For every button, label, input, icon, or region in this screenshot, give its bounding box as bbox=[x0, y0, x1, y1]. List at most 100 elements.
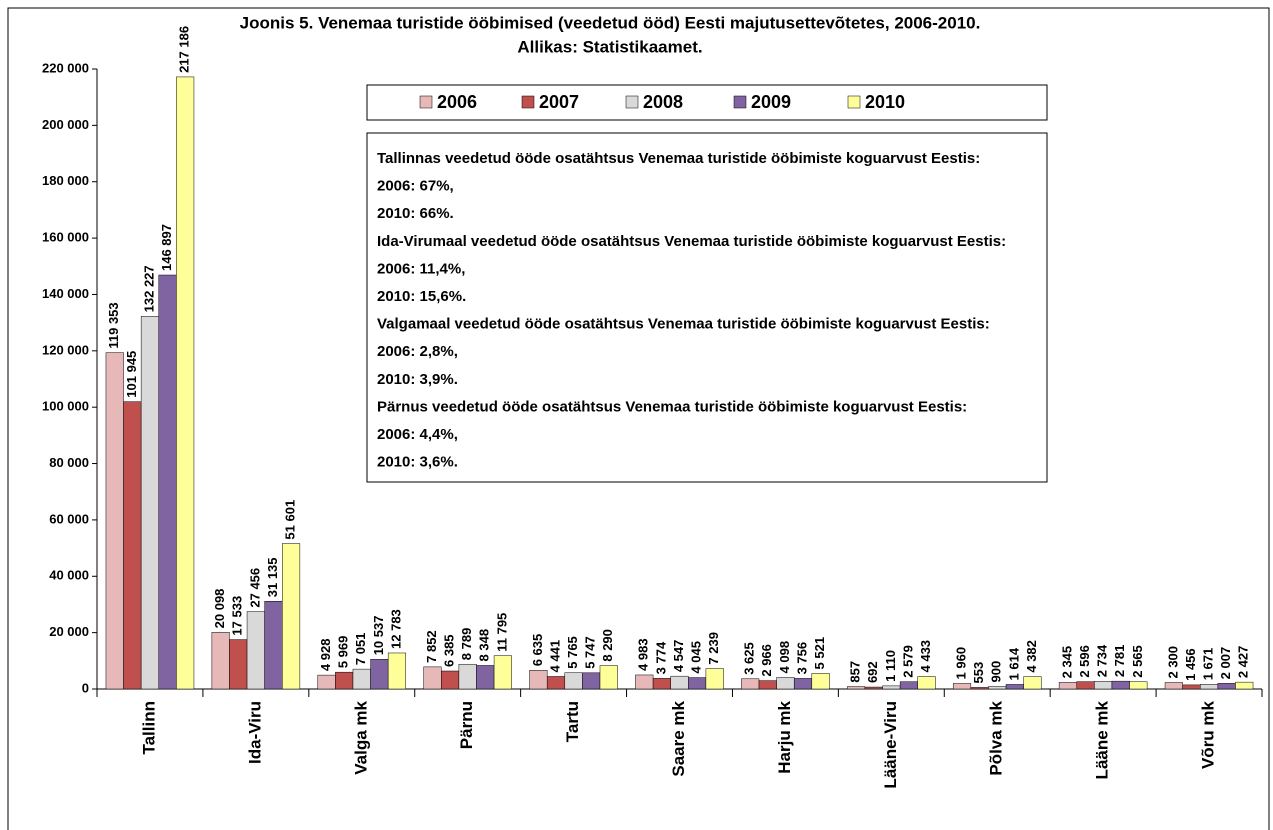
bar bbox=[370, 659, 389, 690]
value-label: 27 456 bbox=[247, 568, 262, 608]
x-tick-label: Saare mk bbox=[669, 700, 688, 776]
annotation-line: Valgamaal veedetud ööde osatähtsus Venem… bbox=[377, 316, 990, 333]
bar bbox=[282, 543, 301, 690]
value-label: 3 756 bbox=[794, 642, 809, 675]
value-label: 553 bbox=[971, 662, 986, 684]
value-label: 8 348 bbox=[477, 629, 492, 662]
annotation-line: Ida-Virumaal veedetud ööde osatähtsus Ve… bbox=[377, 233, 1006, 250]
x-tick-label: Harju mk bbox=[775, 700, 794, 773]
bar bbox=[546, 676, 566, 690]
bar bbox=[635, 674, 654, 690]
y-tick-label: 180 000 bbox=[42, 173, 89, 188]
bar bbox=[1058, 682, 1077, 690]
value-label: 4 983 bbox=[636, 638, 651, 671]
bar bbox=[793, 678, 813, 690]
value-label: 1 671 bbox=[1200, 648, 1215, 681]
value-label: 2 781 bbox=[1112, 645, 1127, 678]
legend-swatch bbox=[419, 95, 433, 109]
x-tick-label: Pärnu bbox=[457, 701, 476, 749]
value-label: 4 045 bbox=[689, 641, 704, 674]
annotation-line: 2006: 2,8%, bbox=[377, 343, 458, 360]
bar bbox=[811, 673, 830, 690]
value-label: 6 385 bbox=[442, 634, 457, 667]
value-label: 3 774 bbox=[653, 641, 668, 674]
value-label: 2 565 bbox=[1130, 645, 1145, 678]
value-label: 1 960 bbox=[953, 647, 968, 680]
bar bbox=[264, 601, 283, 690]
value-label: 1 456 bbox=[1183, 648, 1198, 681]
bar bbox=[529, 670, 548, 690]
bar bbox=[741, 678, 760, 690]
bar bbox=[1199, 684, 1219, 690]
bar bbox=[317, 674, 336, 690]
bar bbox=[140, 316, 160, 690]
bar bbox=[758, 680, 777, 690]
value-label: 12 783 bbox=[388, 609, 403, 649]
bar bbox=[211, 632, 230, 690]
bar bbox=[493, 655, 512, 690]
bar bbox=[387, 652, 407, 690]
bar bbox=[423, 666, 442, 690]
y-tick-label: 40 000 bbox=[49, 568, 89, 583]
value-label: 10 537 bbox=[371, 616, 386, 656]
value-label: 31 135 bbox=[265, 557, 280, 597]
x-tick-label: Võru mk bbox=[1199, 700, 1218, 769]
x-tick-label: Ida-Viru bbox=[245, 701, 264, 764]
value-label: 119 353 bbox=[106, 302, 121, 348]
bar bbox=[476, 665, 495, 690]
annotation-line: 2010: 15,6%. bbox=[377, 288, 466, 305]
bar bbox=[158, 274, 177, 690]
y-tick-label: 60 000 bbox=[49, 511, 89, 526]
y-tick-label: 220 000 bbox=[42, 60, 89, 75]
bar bbox=[105, 352, 124, 690]
value-label: 217 186 bbox=[177, 26, 192, 73]
value-label: 6 635 bbox=[530, 634, 545, 667]
bar bbox=[882, 685, 901, 690]
value-label: 2 345 bbox=[1059, 646, 1074, 679]
y-tick-label: 160 000 bbox=[42, 230, 89, 245]
annotation-line: Pärnus veedetud ööde osatähtsus Venemaa … bbox=[377, 398, 967, 415]
legend-label: 2008 bbox=[643, 92, 683, 112]
value-label: 692 bbox=[865, 661, 880, 683]
annotation-line: 2010: 66%. bbox=[377, 205, 454, 222]
value-label: 3 625 bbox=[742, 642, 757, 675]
y-tick-label: 120 000 bbox=[42, 342, 89, 357]
y-tick-label: 200 000 bbox=[42, 117, 89, 132]
bar bbox=[1164, 682, 1183, 690]
value-label: 20 098 bbox=[212, 589, 227, 629]
legend-label: 2009 bbox=[751, 92, 791, 112]
annotation-line: 2006: 67%, bbox=[377, 178, 454, 195]
chart-subtitle: Allikas: Statistikaamet. bbox=[517, 37, 702, 56]
value-label: 17 533 bbox=[230, 596, 245, 636]
bar bbox=[1094, 681, 1113, 690]
bar bbox=[441, 670, 460, 690]
x-tick-label: Põlva mk bbox=[987, 700, 1006, 775]
value-label: 132 227 bbox=[141, 265, 156, 312]
value-label: 4 547 bbox=[671, 640, 686, 673]
bar bbox=[582, 672, 601, 690]
y-tick-label: 80 000 bbox=[49, 455, 89, 470]
bar bbox=[335, 671, 354, 690]
x-tick-label: Lääne-Viru bbox=[881, 701, 900, 789]
bar bbox=[176, 76, 195, 690]
bar bbox=[1235, 681, 1254, 690]
value-label: 51 601 bbox=[283, 500, 298, 540]
bar bbox=[988, 686, 1007, 690]
bar bbox=[864, 686, 883, 690]
value-label: 146 897 bbox=[159, 224, 174, 271]
value-label: 5 747 bbox=[583, 636, 598, 669]
bar bbox=[917, 676, 936, 690]
x-tick-label: Tallinn bbox=[139, 701, 158, 755]
legend-swatch bbox=[521, 95, 535, 109]
y-tick-label: 0 bbox=[82, 680, 89, 695]
annotation-line: Tallinnas veedetud ööde osatähtsus Venem… bbox=[377, 150, 980, 167]
bar bbox=[705, 668, 724, 690]
value-label: 1 614 bbox=[1006, 647, 1021, 680]
bar bbox=[564, 672, 583, 690]
value-label: 2 966 bbox=[759, 644, 774, 677]
bar bbox=[776, 677, 795, 690]
bar bbox=[352, 668, 371, 690]
bar bbox=[1111, 680, 1130, 690]
value-label: 101 945 bbox=[124, 351, 139, 398]
legend-label: 2010 bbox=[865, 92, 905, 112]
